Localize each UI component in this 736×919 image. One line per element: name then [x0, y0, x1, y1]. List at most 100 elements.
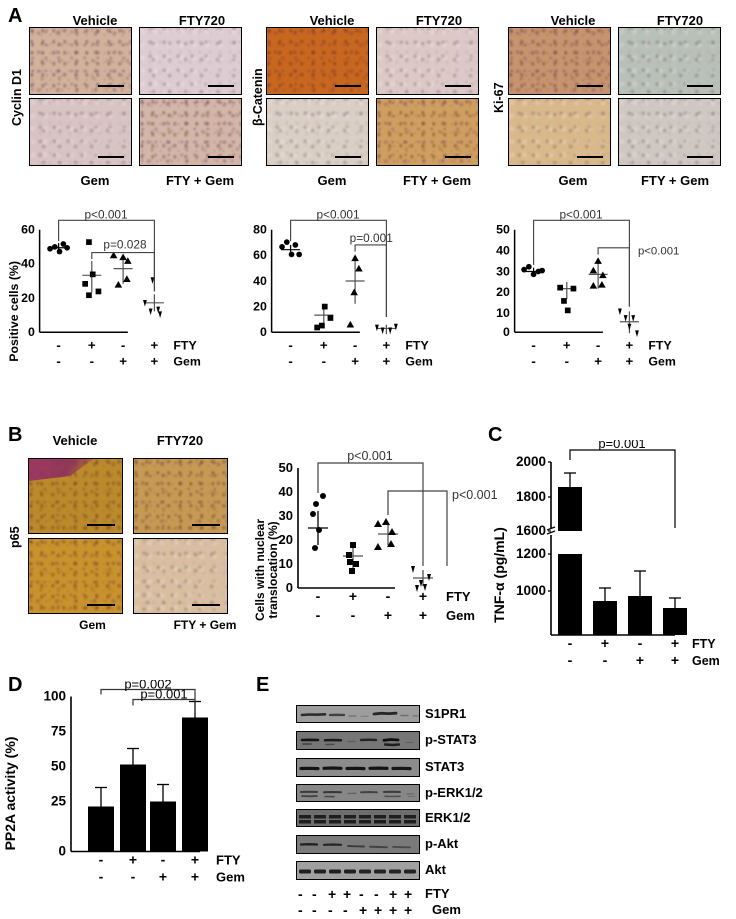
svg-text:Gem: Gem [405, 354, 432, 368]
svg-text:p<0.001: p<0.001 [347, 449, 393, 463]
svg-text:20: 20 [21, 291, 35, 305]
svg-text:50: 50 [496, 223, 510, 237]
svg-text:p=0.028: p=0.028 [103, 238, 147, 252]
svg-text:0: 0 [58, 844, 66, 859]
svg-text:p<0.001: p<0.001 [84, 207, 128, 221]
svg-text:+: + [384, 607, 392, 623]
svg-text:60: 60 [253, 248, 267, 262]
svg-text:+: + [159, 869, 167, 885]
svg-text:+: + [119, 353, 127, 368]
svg-text:+: + [626, 337, 634, 352]
svg-text:p<0.001: p<0.001 [638, 245, 679, 257]
svg-text:+: + [151, 353, 159, 368]
svg-text:40: 40 [496, 243, 510, 257]
svg-text:-: - [99, 869, 104, 885]
svg-text:-: - [565, 353, 569, 368]
svg-text:+: + [626, 353, 634, 368]
svg-text:FTY: FTY [405, 338, 429, 352]
svg-text:50: 50 [51, 759, 66, 774]
svg-text:30: 30 [496, 264, 510, 278]
svg-text:20: 20 [496, 285, 510, 299]
svg-text:+: + [320, 337, 328, 352]
svg-text:+: + [129, 852, 137, 868]
svg-text:0: 0 [260, 325, 267, 339]
svg-text:+: + [671, 652, 679, 668]
svg-text:p<0.001: p<0.001 [559, 207, 603, 221]
svg-text:10: 10 [279, 556, 293, 571]
svg-text:-: - [316, 607, 321, 623]
svg-text:0: 0 [28, 325, 35, 339]
svg-text:0: 0 [503, 325, 510, 339]
svg-text:-: - [568, 652, 573, 668]
svg-text:-: - [603, 652, 608, 668]
svg-text:-: - [638, 635, 643, 651]
svg-text:-: - [531, 337, 535, 352]
svg-text:1600: 1600 [516, 523, 546, 538]
svg-text:-: - [121, 337, 125, 352]
svg-text:50: 50 [279, 460, 293, 475]
svg-text:25: 25 [51, 794, 67, 809]
svg-text:+: + [636, 652, 644, 668]
svg-text:FTY: FTY [648, 338, 672, 352]
svg-text:Positive cells (%): Positive cells (%) [7, 261, 21, 362]
svg-text:-: - [353, 337, 357, 352]
svg-text:-: - [288, 337, 292, 352]
svg-text:+: + [594, 353, 602, 368]
svg-text:80: 80 [253, 223, 267, 237]
svg-text:FTY: FTY [216, 853, 241, 868]
svg-text:+: + [601, 635, 609, 651]
svg-text:30: 30 [279, 508, 293, 523]
svg-text:+: + [563, 337, 571, 352]
svg-text:+: + [351, 353, 359, 368]
svg-text:TNF-α (pg/mL): TNF-α (pg/mL) [491, 527, 507, 623]
svg-text:0: 0 [286, 580, 293, 595]
svg-text:-: - [288, 353, 292, 368]
svg-text:Gem: Gem [173, 354, 200, 368]
svg-text:+: + [671, 635, 679, 651]
svg-text:+: + [419, 588, 427, 604]
svg-text:FTY: FTY [692, 637, 716, 651]
svg-text:Gem: Gem [216, 870, 245, 885]
svg-text:+: + [88, 337, 96, 352]
svg-text:+: + [191, 869, 199, 885]
svg-text:+: + [419, 607, 427, 623]
svg-text:40: 40 [279, 484, 293, 499]
svg-text:1000: 1000 [516, 583, 546, 598]
svg-text:75: 75 [51, 724, 67, 739]
svg-text:FTY: FTY [446, 589, 471, 604]
svg-text:40: 40 [21, 257, 35, 271]
svg-text:20: 20 [253, 299, 267, 313]
svg-text:-: - [351, 607, 356, 623]
svg-text:-: - [531, 353, 535, 368]
svg-text:-: - [90, 353, 94, 368]
svg-text:p=0.001: p=0.001 [140, 687, 187, 702]
svg-text:-: - [596, 337, 600, 352]
svg-text:-: - [322, 353, 326, 368]
svg-text:-: - [99, 852, 104, 868]
svg-text:60: 60 [21, 223, 35, 237]
svg-text:p=0.001: p=0.001 [598, 440, 645, 451]
svg-text:40: 40 [253, 274, 267, 288]
svg-text:-: - [386, 588, 391, 604]
svg-text:Gem: Gem [648, 354, 675, 368]
svg-text:10: 10 [496, 306, 510, 320]
svg-text:1800: 1800 [516, 489, 546, 504]
svg-text:-: - [131, 869, 136, 885]
svg-text:FTY: FTY [173, 338, 197, 352]
svg-text:+: + [191, 852, 199, 868]
svg-text:-: - [316, 588, 321, 604]
svg-text:20: 20 [279, 532, 293, 547]
svg-text:Gem: Gem [692, 654, 720, 668]
svg-text:+: + [151, 337, 159, 352]
svg-text:p=0.001: p=0.001 [350, 231, 394, 245]
svg-text:+: + [383, 337, 391, 352]
svg-text:translocation (%): translocation (%) [266, 521, 280, 618]
svg-text:PP2A activity (%): PP2A activity (%) [2, 737, 18, 851]
svg-text:+: + [349, 588, 357, 604]
svg-text:-: - [568, 635, 573, 651]
svg-text:1200: 1200 [516, 546, 546, 561]
svg-text:p<0.001: p<0.001 [316, 207, 360, 221]
svg-text:-: - [161, 852, 166, 868]
svg-text:+: + [383, 353, 391, 368]
svg-text:Gem: Gem [446, 608, 475, 623]
